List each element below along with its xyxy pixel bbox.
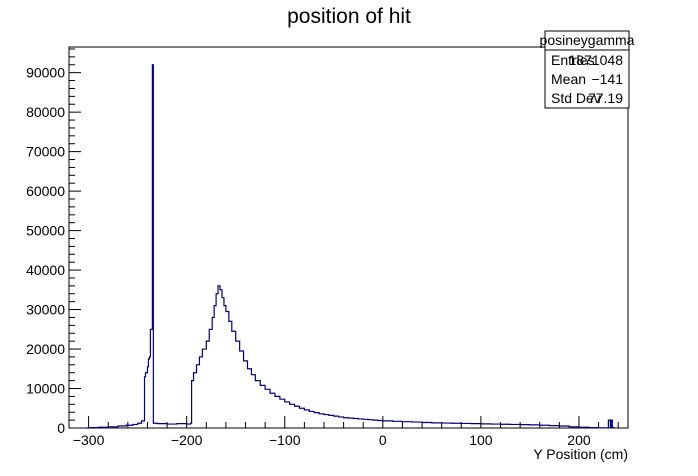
y-tick-label: 30000	[26, 302, 65, 318]
plot-frame	[68, 46, 629, 429]
chart-title: position of hit	[287, 5, 411, 28]
stats-mean-value: −141	[591, 71, 623, 87]
x-tick-label: −200	[171, 432, 203, 448]
y-tick-label: 40000	[26, 262, 65, 278]
stats-entries-value: 1871048	[568, 52, 623, 68]
stats-box-frame	[544, 30, 630, 109]
x-axis: −300 −200 −100 0 100 200	[68, 416, 619, 448]
stats-box-name: posineygamma	[540, 32, 635, 48]
stats-mean-label: Mean	[551, 71, 586, 87]
x-tick-label: −100	[269, 432, 301, 448]
x-tick-label: 200	[567, 432, 591, 448]
histogram-series	[86, 64, 615, 429]
y-tick-label: 0	[57, 420, 65, 436]
y-tick-label: 50000	[26, 223, 65, 239]
stats-entries-label: Entries	[551, 52, 595, 68]
x-tick-label: −300	[73, 432, 105, 448]
y-tick-label: 70000	[26, 144, 65, 160]
stats-box: posineygamma Entries 1871048 Mean −141 S…	[540, 30, 635, 109]
y-tick-label: 60000	[26, 183, 65, 199]
y-tick-label: 90000	[26, 65, 65, 81]
y-tick-label: 20000	[26, 341, 65, 357]
y-tick-label: 10000	[26, 381, 65, 397]
stats-stddev-label: Std Dev	[551, 90, 601, 106]
y-axis: 0 10000 20000 30000 40000 50000 60000 70000 8000…	[26, 48, 81, 436]
x-tick-label: 0	[379, 432, 387, 448]
stats-stddev-value: 77.19	[588, 90, 623, 106]
x-tick-label: 100	[469, 432, 493, 448]
x-axis-label: Y Position (cm)	[533, 446, 628, 462]
y-tick-label: 80000	[26, 104, 65, 120]
